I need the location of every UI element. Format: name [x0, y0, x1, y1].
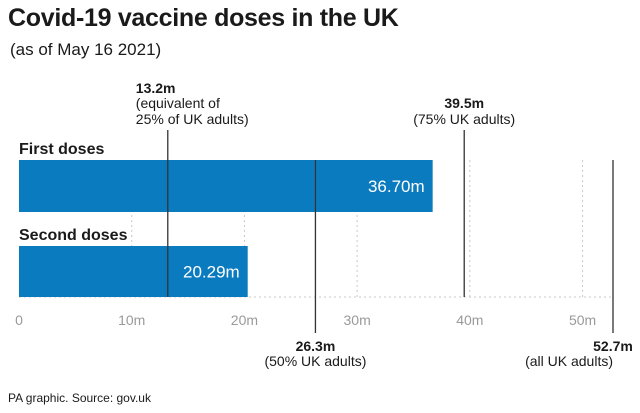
reference-value-label: 52.7m: [593, 338, 633, 354]
x-tick-label: 0: [15, 312, 23, 328]
reference-note-label: (equivalent of: [136, 95, 220, 111]
reference-value-label: 13.2m: [136, 80, 176, 96]
category-label: Second doses: [19, 227, 128, 244]
category-label: First doses: [19, 141, 104, 158]
reference-note-label: (75% UK adults): [413, 111, 515, 127]
x-tick-label: 30m: [344, 312, 371, 328]
chart-title: Covid-19 vaccine doses in the UK: [8, 4, 399, 32]
reference-value-label: 26.3m: [296, 338, 336, 354]
x-tick-label: 50m: [569, 312, 596, 328]
bar-second-doses: [19, 246, 248, 297]
x-tick-label: 20m: [231, 312, 258, 328]
chart-subtitle: (as of May 16 2021): [10, 40, 162, 59]
bar-first-doses: [19, 160, 433, 212]
reference-note-label: (50% UK adults): [264, 353, 366, 369]
bar-value-label: 36.70m: [368, 177, 425, 196]
reference-value-label: 39.5m: [444, 95, 484, 111]
source-note: PA graphic. Source: gov.uk: [8, 391, 151, 405]
x-tick-label: 40m: [456, 312, 483, 328]
reference-note-label: (all UK adults): [525, 353, 613, 369]
reference-note-label: 25% of UK adults): [136, 111, 249, 127]
bar-value-label: 20.29m: [183, 263, 240, 282]
x-tick-label: 10m: [118, 312, 145, 328]
